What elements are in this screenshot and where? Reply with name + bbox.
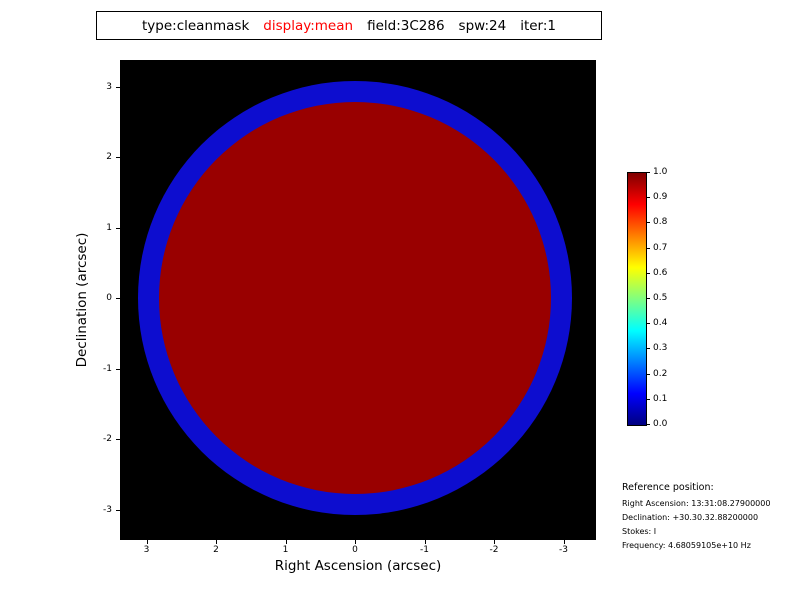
y-tick-mark: [116, 509, 120, 511]
colorbar-tick-label: 0.3: [653, 343, 668, 354]
colorbar-tick-label: 0.2: [653, 368, 668, 379]
reference-line: Stokes: I: [622, 527, 657, 536]
plot-title: type:cleanmask display:mean field:3C286 spw…: [96, 11, 602, 40]
x-tick-mark: [216, 540, 217, 544]
y-tick-mark: [116, 227, 120, 229]
reference-line: Right Ascension: 13:31:08.27900000: [622, 499, 771, 508]
colorbar-tick-mark: [647, 373, 650, 375]
colorbar-tick-label: 0.4: [653, 318, 668, 329]
colorbar-tick-label: 0.1: [653, 393, 668, 404]
y-tick-label: 1: [106, 222, 112, 233]
x-tick-label: -3: [559, 545, 568, 555]
x-axis-label: Right Ascension (arcsec): [274, 558, 442, 574]
colorbar-tick-mark: [647, 272, 650, 274]
title-segment: iter:1: [520, 17, 556, 34]
colorbar-tick-mark: [647, 398, 650, 400]
colorbar-tick-mark: [647, 222, 650, 224]
x-tick-mark: [424, 540, 426, 544]
colorbar-tick-mark: [647, 348, 650, 350]
y-tick-mark: [116, 157, 120, 158]
y-tick-mark: [116, 368, 120, 370]
x-tick-label: -1: [420, 545, 429, 555]
plot-canvas: [120, 60, 596, 540]
reference-heading: Reference position:: [622, 482, 714, 493]
x-tick-label: 2: [213, 545, 219, 555]
x-tick-mark: [146, 540, 148, 544]
colorbar-tick-label: 1.0: [653, 167, 668, 177]
title-segment: display:mean: [263, 17, 354, 34]
mask-disk: [159, 102, 551, 494]
y-tick-mark: [116, 86, 120, 88]
title-segment: field:3C286: [367, 17, 445, 34]
x-tick-label: 1: [282, 545, 289, 555]
colorbar-tick-label: 0.7: [653, 242, 668, 253]
y-tick-mark: [116, 439, 120, 440]
colorbar-tick-mark: [647, 323, 650, 325]
title-segment: spw:24: [458, 17, 507, 34]
reference-lines: Right Ascension: 13:31:08.27900000 Declin…: [622, 499, 770, 550]
x-tick-label: -2: [489, 545, 499, 555]
y-tick-label: 3: [106, 81, 112, 92]
colorbar-tick-mark: [647, 247, 650, 249]
colorbar-tick-mark: [647, 172, 650, 173]
y-tick-mark: [116, 298, 120, 299]
y-tick-label: -1: [103, 363, 112, 374]
y-tick-label: -3: [103, 504, 112, 515]
reference-line: Frequency: 4.68059105e+10 Hz: [622, 541, 751, 550]
reference-block: Reference position: Right Ascension: 13:…: [622, 482, 770, 555]
x-tick-mark: [494, 540, 495, 544]
colorbar-tick-mark: [647, 424, 650, 425]
x-tick-label: 0: [352, 545, 358, 555]
x-tick-mark: [285, 540, 287, 544]
colorbar-tick-mark: [647, 298, 650, 299]
y-tick-label: 2: [106, 152, 112, 162]
colorbar-tick-label: 0.8: [653, 217, 668, 228]
y-tick-label: 0: [106, 293, 112, 303]
title-segment: type:cleanmask: [141, 17, 250, 34]
y-tick-label: -2: [103, 434, 112, 444]
colorbar-tick-label: 0.9: [653, 192, 668, 203]
colorbar-tick-mark: [647, 197, 650, 199]
reference-line: Declination: +30.30.32.88200000: [622, 513, 759, 522]
colorbar-tick-label: 0.0: [653, 419, 668, 429]
colorbar-tick-label: 0.6: [653, 267, 668, 278]
x-tick-mark: [355, 540, 356, 544]
x-tick-label: 3: [143, 545, 150, 555]
colorbar-tick-label: 0.5: [653, 293, 668, 303]
x-tick-mark: [563, 540, 565, 544]
colorbar: [627, 172, 647, 426]
